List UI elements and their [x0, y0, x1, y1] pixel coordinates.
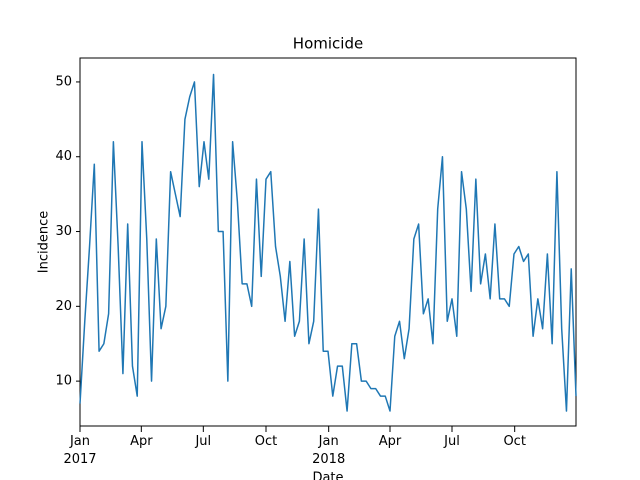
chart-title: Homicide: [293, 35, 363, 53]
data-line: [79, 73, 577, 412]
x-tick-label: Jan 2018: [312, 434, 345, 467]
y-tick-label: 50: [55, 74, 72, 89]
y-tick-label: 10: [55, 374, 72, 389]
x-tick-label: Apr: [379, 434, 402, 449]
x-tick-label: Apr: [130, 434, 153, 449]
x-tick-label: Jul: [443, 434, 460, 449]
x-tick-label: Oct: [255, 434, 277, 449]
x-tick-label: Jul: [194, 434, 211, 449]
y-tick-label: 30: [55, 224, 72, 239]
plot-frame: [79, 57, 577, 427]
y-tick-label: 20: [55, 299, 72, 314]
x-tick-label: Jan 2017: [63, 434, 96, 467]
x-axis-label: Date: [312, 471, 343, 480]
x-tick-label: Oct: [503, 434, 525, 449]
y-axis-label: Incidence: [37, 211, 52, 273]
y-tick-label: 40: [55, 149, 72, 164]
